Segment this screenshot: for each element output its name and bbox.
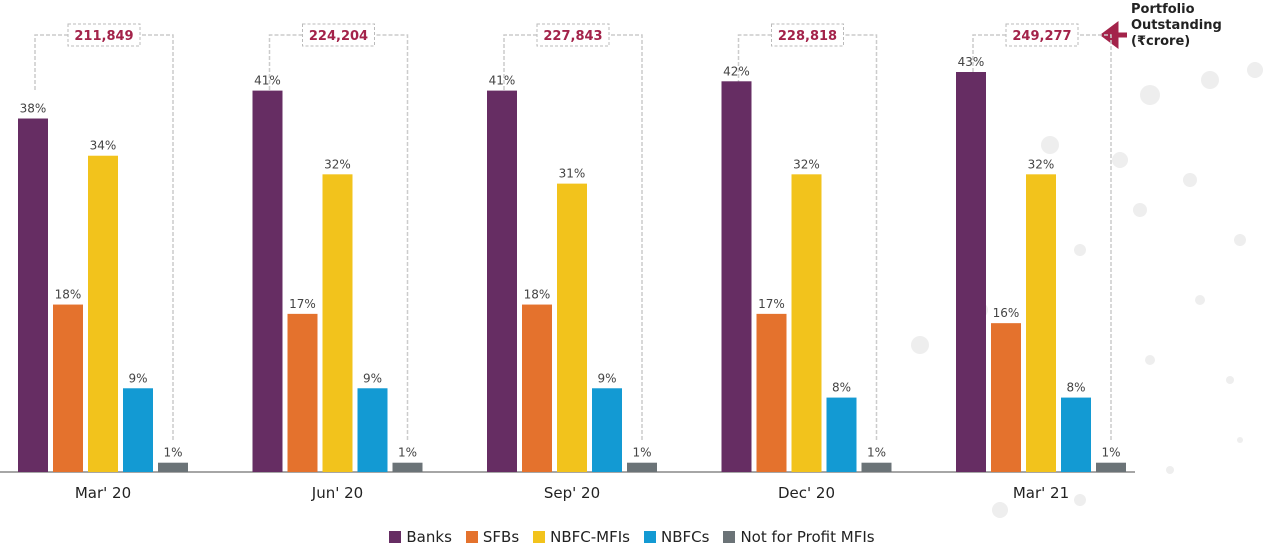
value-label: 34% [90, 139, 117, 153]
bar [557, 183, 587, 472]
bar [357, 388, 388, 472]
portfolio-value: 227,843 [543, 29, 602, 44]
bar [1096, 462, 1126, 472]
value-label: 17% [289, 297, 316, 311]
bar [1061, 397, 1091, 472]
bar [123, 388, 153, 472]
value-label: 9% [363, 371, 382, 385]
x-tick-label: Jun' 20 [311, 484, 363, 502]
value-label: 31% [559, 167, 586, 181]
value-box [771, 23, 844, 47]
portfolio-note: Portfolio Outstanding (₹crore) [1131, 2, 1222, 49]
legend-item: NBFC-MFIs [533, 528, 630, 546]
value-label: 18% [524, 288, 551, 302]
value-label: 41% [489, 74, 516, 88]
bar [627, 462, 657, 472]
bar [991, 323, 1021, 472]
value-box [1005, 23, 1079, 47]
legend: Banks SFBs NBFC-MFIs NBFCs Not for Profit MF… [0, 528, 1264, 546]
value-box [536, 23, 610, 47]
portfolio-value: 211,849 [74, 29, 133, 44]
bar [522, 304, 552, 472]
portfolio-value: 224,204 [309, 29, 368, 44]
value-box [302, 23, 375, 47]
bar [956, 72, 986, 472]
value-label: 32% [793, 157, 820, 171]
portfolio-value: 249,277 [1012, 29, 1071, 44]
arrow [1099, 21, 1127, 49]
bar [88, 155, 118, 472]
bar [791, 174, 822, 473]
legend-swatch [723, 531, 736, 543]
bar [287, 313, 318, 472]
value-label: 1% [632, 446, 651, 460]
value-box [67, 23, 141, 47]
bar [53, 304, 83, 472]
bar [592, 388, 622, 472]
portfolio-value: 228,818 [778, 29, 837, 44]
legend-label: Not for Profit MFIs [740, 528, 875, 546]
bar [252, 90, 283, 473]
legend-swatch [389, 531, 402, 543]
value-label: 1% [867, 446, 886, 460]
value-label: 1% [398, 446, 417, 460]
value-label: 41% [254, 74, 281, 88]
bar [721, 81, 752, 473]
x-tick-label: Mar' 21 [1013, 484, 1069, 502]
x-tick-label: Dec' 20 [778, 484, 835, 502]
value-label: 38% [20, 102, 47, 116]
legend-item: SFBs [465, 528, 520, 546]
legend-label: SFBs [482, 528, 520, 546]
value-label: 1% [163, 446, 182, 460]
value-label: 17% [758, 297, 785, 311]
x-tick-label: Sep' 20 [544, 484, 600, 502]
bar [322, 174, 353, 473]
bar [1026, 174, 1056, 473]
bar [487, 90, 517, 473]
bar [158, 462, 188, 472]
value-label: 32% [324, 157, 351, 171]
bar [392, 462, 423, 472]
bar [861, 462, 892, 472]
legend-item: Not for Profit MFIs [723, 528, 875, 546]
value-label: 43% [958, 55, 985, 69]
value-label: 42% [723, 64, 750, 78]
value-label: 18% [55, 288, 82, 302]
legend-swatch [644, 531, 656, 543]
legend-label: Banks [406, 528, 452, 546]
value-label: 1% [1101, 446, 1120, 460]
value-label: 8% [1066, 381, 1085, 395]
value-label: 8% [832, 381, 851, 395]
legend-swatch [533, 531, 546, 543]
legend-label: NBFC-MFIs [550, 528, 630, 546]
legend-swatch [465, 531, 478, 543]
value-label: 9% [128, 371, 147, 385]
legend-item: NBFCs [644, 528, 709, 546]
bar [826, 397, 857, 472]
legend-item: Banks [389, 528, 452, 546]
legend-label: NBFCs [661, 528, 710, 546]
x-tick-label: Mar' 20 [75, 484, 131, 502]
value-label: 9% [597, 371, 616, 385]
bar [756, 313, 787, 472]
chart: Mar' 20 211,849 38% 18% 34% 9% 1% Jun' 20 224,20… [0, 21, 1263, 518]
value-label: 16% [993, 306, 1020, 320]
bar [18, 118, 48, 472]
value-label: 32% [1028, 157, 1055, 171]
